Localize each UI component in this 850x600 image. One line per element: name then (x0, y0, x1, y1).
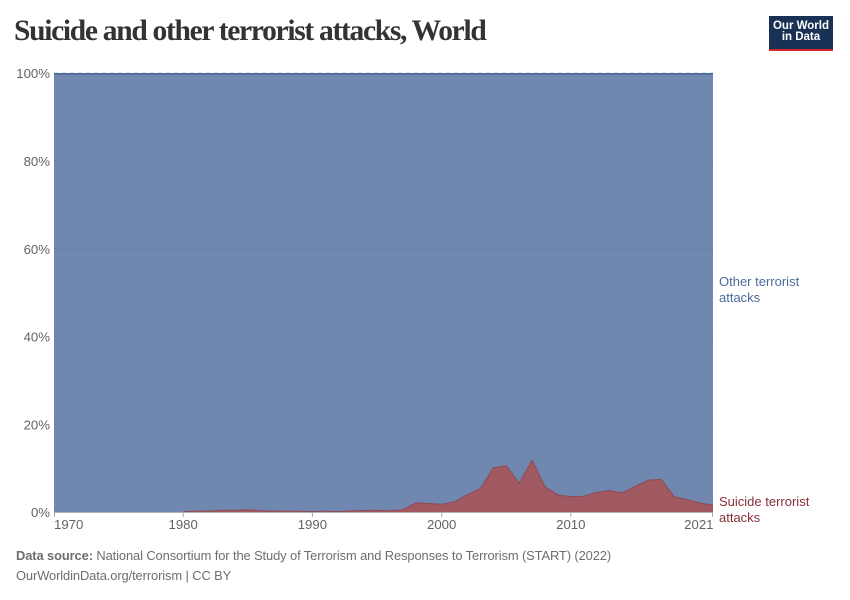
svg-text:1980: 1980 (169, 517, 198, 532)
svg-text:60%: 60% (24, 242, 51, 257)
svg-text:0%: 0% (31, 505, 50, 520)
svg-text:2010: 2010 (556, 517, 585, 532)
svg-text:2000: 2000 (427, 517, 456, 532)
svg-text:40%: 40% (24, 330, 51, 345)
svg-text:1990: 1990 (298, 517, 327, 532)
svg-text:100%: 100% (16, 66, 50, 81)
svg-text:2021: 2021 (684, 517, 713, 532)
svg-text:1970: 1970 (54, 517, 83, 532)
svg-text:80%: 80% (24, 154, 51, 169)
svg-text:20%: 20% (24, 417, 51, 432)
